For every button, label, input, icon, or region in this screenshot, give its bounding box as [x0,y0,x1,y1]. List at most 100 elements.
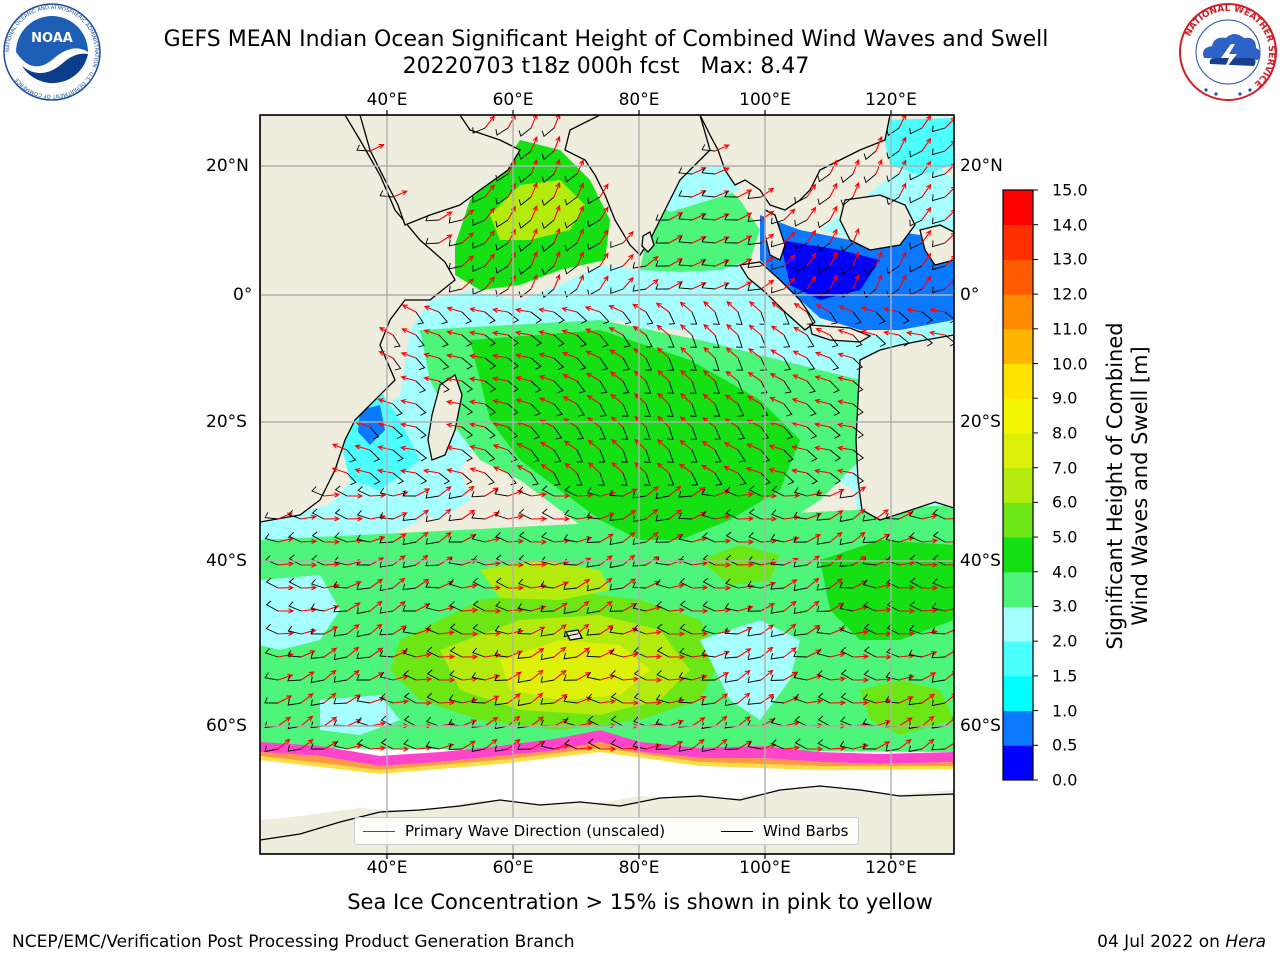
wind-barb [656,670,670,681]
wind-barb [724,652,739,659]
wave-direction-arrow [492,399,509,405]
wave-direction-arrow [369,578,384,589]
wind-barb [472,127,486,134]
wind-barb [415,449,427,462]
wave-direction-arrow [576,623,590,635]
wind-barb [563,630,578,638]
wave-direction-arrow [507,671,523,681]
wave-direction-arrow [737,605,754,612]
wind-barb [484,426,496,439]
wind-barb [678,696,693,704]
wave-direction-arrow [446,329,463,336]
wave-direction-arrow [714,585,732,591]
wind-barb [852,334,863,348]
wind-barb [840,196,854,207]
wind-barb [655,237,670,244]
wind-barb [944,311,954,324]
wind-barb [714,426,721,440]
wind-barb [931,286,946,294]
wind-barb [264,697,279,704]
wind-barb [461,311,472,325]
wind-barb [586,584,601,592]
wind-barb [530,472,539,486]
colorbar-bin [1003,398,1033,434]
wind-barb [576,380,586,394]
wave-direction-arrow [599,275,609,290]
wave-direction-arrow [837,352,854,359]
wave-direction-arrow [514,307,532,313]
wind-barb [909,219,923,227]
wind-barb [909,242,923,250]
wind-barb [484,311,496,324]
wave-direction-arrow [277,716,292,727]
wind-barb [632,740,647,750]
lon-tick-top-120e: 120°E [865,90,917,110]
map-tick-marks [386,110,892,859]
wave-direction-arrow [576,578,591,589]
wave-direction-arrow [423,305,440,313]
wind-barb [576,449,584,463]
wind-barb [564,265,578,275]
map-legend: Primary Wave Direction (unscaled) Wind B… [354,817,859,845]
wind-barb [816,489,831,497]
wave-direction-arrow [461,278,475,290]
wave-direction-arrow [553,181,561,198]
wave-direction-arrow [921,252,932,267]
wind-barb [495,265,509,274]
colorbar-bin [1003,710,1033,746]
wave-direction-arrow [852,486,867,497]
wind-barb [724,213,739,221]
colorbar-tick-label: 3.0 [1052,596,1078,616]
wave-direction-arrow [806,229,817,244]
wind-barb [540,580,555,589]
wind-barb [839,581,854,589]
wind-barb [461,472,473,485]
wind-barb [449,623,463,635]
wave-direction-arrow [792,374,808,382]
wave-direction-arrow [277,738,291,750]
wind-barb [885,512,900,520]
wind-barb [530,426,541,440]
wave-direction-arrow [921,229,932,244]
wind-barb [622,311,632,325]
wind-barb [265,555,279,566]
wave-direction-arrow [905,307,923,313]
wind-barb [598,449,606,463]
wave-direction-arrow [723,442,739,451]
wind-barb [655,492,670,500]
lat-tick-left-0: 0° [233,285,253,305]
wave-direction-arrow [921,693,936,704]
wave-direction-arrow [369,745,387,751]
nws-logo: NATIONAL WEATHER SERVICE [1179,3,1277,101]
wave-direction-arrow [668,509,683,520]
wave-direction-arrow [484,276,495,290]
legend-swatch-black-line [721,831,753,832]
wind-barb [829,357,840,371]
wind-barb [747,192,762,200]
wind-barb [678,282,693,290]
wind-barb [793,584,808,592]
wind-barb [530,403,541,417]
wave-direction-arrow [446,353,463,359]
wind-barb [931,627,946,635]
wind-barb [793,650,808,658]
wind-barb [909,532,923,543]
wind-barb [287,722,302,730]
wave-direction-arrow [680,346,693,359]
wave-direction-arrow [853,677,870,683]
wind-barb [265,577,279,589]
wave-direction-arrow [277,561,295,567]
wind-barb [425,214,440,222]
wave-direction-arrow [415,578,430,589]
wind-barb [599,380,608,394]
wave-direction-arrow [400,398,417,405]
wave-direction-arrow [944,627,954,635]
wind-barb [541,242,555,253]
wind-barb [886,265,900,275]
wave-direction-arrow [369,623,383,635]
wind-barb [862,743,877,750]
wind-barb [609,538,624,545]
wave-direction-arrow [599,252,609,267]
wind-barb [944,334,954,347]
wave-direction-arrow [836,445,854,451]
